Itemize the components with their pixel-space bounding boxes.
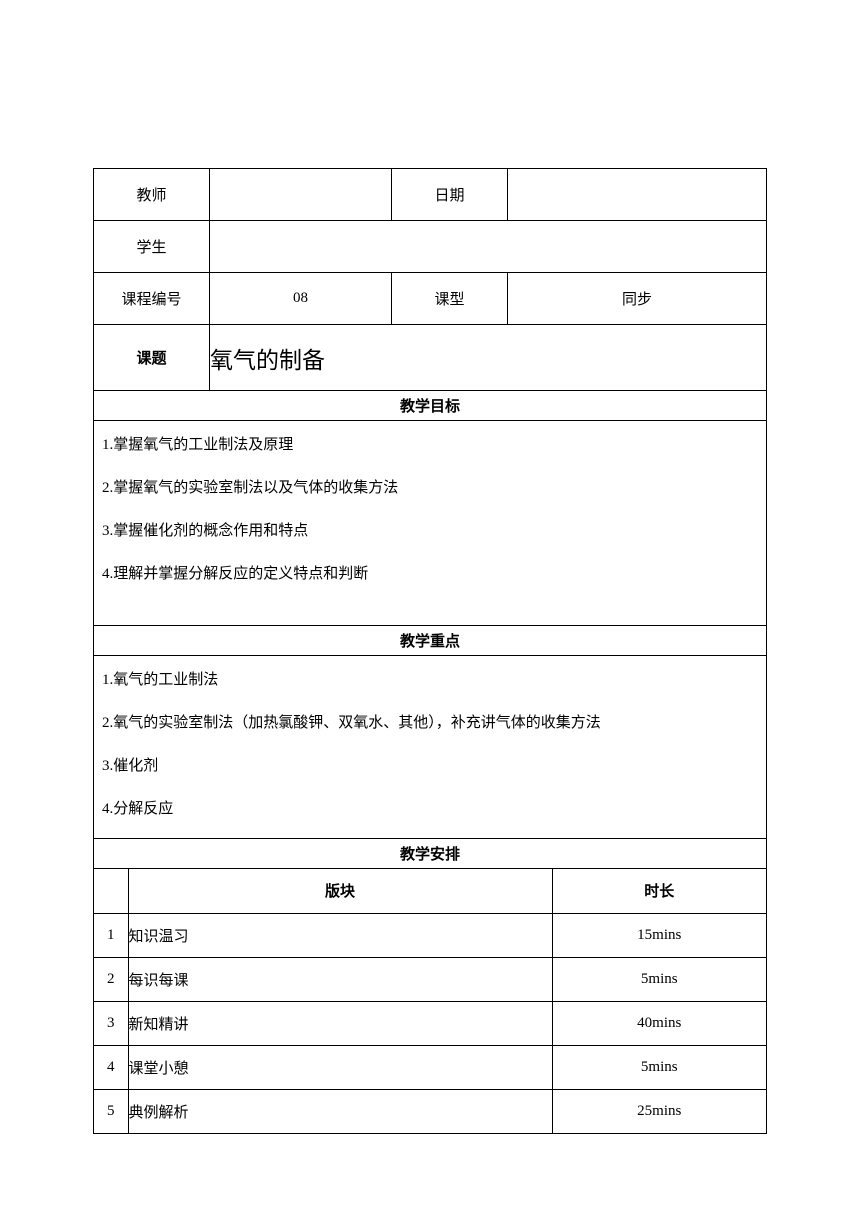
course-num-value: 08 bbox=[210, 273, 392, 325]
date-label: 日期 bbox=[392, 169, 508, 221]
goal-item: 4.理解并掌握分解反应的定义特点和判断 bbox=[102, 564, 758, 585]
schedule-duration: 25mins bbox=[552, 1089, 766, 1133]
schedule-num: 5 bbox=[94, 1089, 128, 1133]
keypoints-content: 1.氧气的工业制法 2.氧气的实验室制法（加热氯酸钾、双氧水、其他），补充讲气体… bbox=[94, 656, 767, 839]
goal-item: 1.掌握氧气的工业制法及原理 bbox=[102, 435, 758, 456]
goal-item: 2.掌握氧气的实验室制法以及气体的收集方法 bbox=[102, 478, 758, 499]
topic-label: 课题 bbox=[94, 325, 210, 391]
schedule-num: 4 bbox=[94, 1045, 128, 1089]
topic-value: 氧气的制备 bbox=[210, 325, 767, 391]
schedule-content: 版块 时长 1 知识温习 15mins 2 每识每课 5mins 3 新知精讲 … bbox=[94, 869, 767, 1134]
schedule-section: 每识每课 bbox=[128, 957, 552, 1001]
course-num-label: 课程编号 bbox=[94, 273, 210, 325]
schedule-duration: 15mins bbox=[552, 913, 766, 957]
schedule-num: 3 bbox=[94, 1001, 128, 1045]
schedule-duration: 40mins bbox=[552, 1001, 766, 1045]
course-type-value: 同步 bbox=[508, 273, 767, 325]
schedule-row: 4 课堂小憩 5mins bbox=[94, 1045, 766, 1089]
student-value bbox=[210, 221, 767, 273]
date-value bbox=[508, 169, 767, 221]
lesson-plan-table: 教师 日期 学生 课程编号 08 课型 同步 课题 氧气的制备 教学目标 1.掌… bbox=[93, 168, 767, 1134]
schedule-duration: 5mins bbox=[552, 957, 766, 1001]
schedule-duration: 5mins bbox=[552, 1045, 766, 1089]
goal-item: 3.掌握催化剂的概念作用和特点 bbox=[102, 521, 758, 542]
goals-content: 1.掌握氧气的工业制法及原理 2.掌握氧气的实验室制法以及气体的收集方法 3.掌… bbox=[94, 421, 767, 626]
schedule-col-duration: 时长 bbox=[552, 869, 766, 913]
schedule-row: 1 知识温习 15mins bbox=[94, 913, 766, 957]
schedule-num: 1 bbox=[94, 913, 128, 957]
keypoint-item: 1.氧气的工业制法 bbox=[102, 670, 758, 691]
schedule-section: 典例解析 bbox=[128, 1089, 552, 1133]
schedule-section: 课堂小憩 bbox=[128, 1045, 552, 1089]
student-label: 学生 bbox=[94, 221, 210, 273]
keypoint-item: 2.氧气的实验室制法（加热氯酸钾、双氧水、其他），补充讲气体的收集方法 bbox=[102, 713, 758, 734]
schedule-section: 新知精讲 bbox=[128, 1001, 552, 1045]
schedule-col-num bbox=[94, 869, 128, 913]
schedule-row: 3 新知精讲 40mins bbox=[94, 1001, 766, 1045]
schedule-row: 2 每识每课 5mins bbox=[94, 957, 766, 1001]
schedule-num: 2 bbox=[94, 957, 128, 1001]
schedule-table: 版块 时长 1 知识温习 15mins 2 每识每课 5mins 3 新知精讲 … bbox=[94, 869, 766, 1133]
schedule-section: 知识温习 bbox=[128, 913, 552, 957]
schedule-col-section: 版块 bbox=[128, 869, 552, 913]
keypoint-item: 4.分解反应 bbox=[102, 799, 758, 820]
course-type-label: 课型 bbox=[392, 273, 508, 325]
keypoint-item: 3.催化剂 bbox=[102, 756, 758, 777]
schedule-header: 教学安排 bbox=[94, 839, 767, 869]
schedule-row: 5 典例解析 25mins bbox=[94, 1089, 766, 1133]
teacher-label: 教师 bbox=[94, 169, 210, 221]
teacher-value bbox=[210, 169, 392, 221]
keypoints-header: 教学重点 bbox=[94, 626, 767, 656]
goals-header: 教学目标 bbox=[94, 391, 767, 421]
